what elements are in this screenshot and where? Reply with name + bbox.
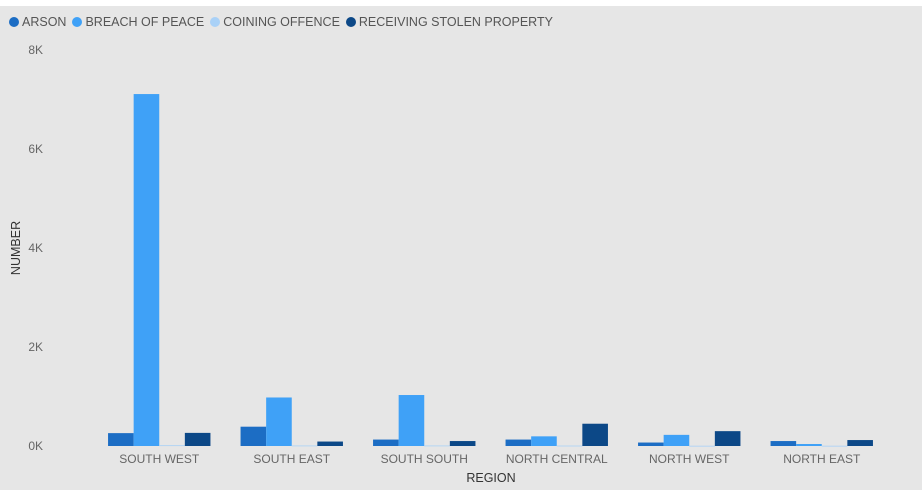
legend-dot-icon — [9, 17, 19, 27]
bar[interactable] — [373, 439, 399, 446]
bar[interactable] — [821, 445, 848, 447]
bar[interactable] — [796, 444, 822, 446]
x-tick-label: NORTH WEST — [649, 452, 730, 466]
x-axis-ticks: SOUTH WEST SOUTH EAST SOUTH SOUTH NORTH CEN… — [119, 452, 861, 466]
x-tick-label: SOUTH SOUTH — [381, 452, 468, 466]
y-tick-label: 6K — [28, 142, 43, 156]
bar[interactable] — [266, 397, 292, 446]
bar-group — [240, 397, 343, 447]
bar[interactable] — [240, 426, 267, 446]
legend-item-3[interactable]: RECEIVING STOLEN PROPERTY — [345, 15, 553, 29]
bar[interactable] — [847, 440, 873, 446]
bar[interactable] — [638, 442, 664, 446]
bar[interactable] — [556, 445, 583, 447]
legend-label: RECEIVING STOLEN PROPERTY — [358, 15, 553, 29]
legend-item-1[interactable]: BREACH OF PEACE — [72, 15, 204, 29]
bar[interactable] — [531, 436, 557, 446]
y-tick-label: 8K — [28, 43, 43, 57]
bar[interactable] — [449, 441, 476, 446]
chart-legend: ARSON BREACH OF PEACE COINING OFFENCE RECEI… — [9, 14, 559, 30]
legend-label: BREACH OF PEACE — [85, 15, 205, 29]
legend-item-2[interactable]: COINING OFFENCE — [210, 15, 340, 29]
legend-item-0[interactable]: ARSON — [9, 15, 66, 29]
bar[interactable] — [159, 445, 185, 447]
bar-groups — [108, 94, 873, 447]
bar-group — [108, 94, 211, 447]
legend-dot-icon — [345, 17, 356, 27]
y-tick-label: 4K — [28, 241, 43, 255]
bar[interactable] — [714, 431, 741, 446]
legend-dot-icon — [72, 17, 83, 27]
bar[interactable] — [398, 395, 425, 446]
bar[interactable] — [663, 434, 690, 446]
bar[interactable] — [184, 432, 211, 446]
bar[interactable] — [424, 445, 450, 447]
x-tick-label: NORTH EAST — [783, 452, 861, 466]
legend-label: ARSON — [22, 15, 67, 29]
bar[interactable] — [505, 439, 532, 446]
bar[interactable] — [133, 94, 160, 447]
bar-group — [638, 431, 741, 447]
bar[interactable] — [770, 441, 797, 446]
bar[interactable] — [317, 441, 343, 446]
bar[interactable] — [689, 445, 715, 447]
x-tick-label: SOUTH WEST — [119, 452, 200, 466]
legend-label: COINING OFFENCE — [223, 15, 340, 29]
legend-dot-icon — [210, 17, 221, 27]
bar-group — [505, 423, 608, 447]
y-axis-ticks: 0K 2K 4K 6K 8K — [28, 43, 43, 453]
bar-group — [770, 440, 873, 447]
bar[interactable] — [108, 433, 134, 446]
bar-group — [373, 395, 476, 447]
x-tick-label: SOUTH EAST — [253, 452, 330, 466]
x-tick-label: NORTH CENTRAL — [506, 452, 608, 466]
bar[interactable] — [291, 445, 318, 447]
x-axis-title: REGION — [466, 471, 515, 485]
bar[interactable] — [582, 423, 608, 446]
y-tick-label: 2K — [28, 340, 43, 354]
y-tick-label: 0K — [28, 439, 43, 453]
y-axis-title: NUMBER — [9, 221, 23, 275]
